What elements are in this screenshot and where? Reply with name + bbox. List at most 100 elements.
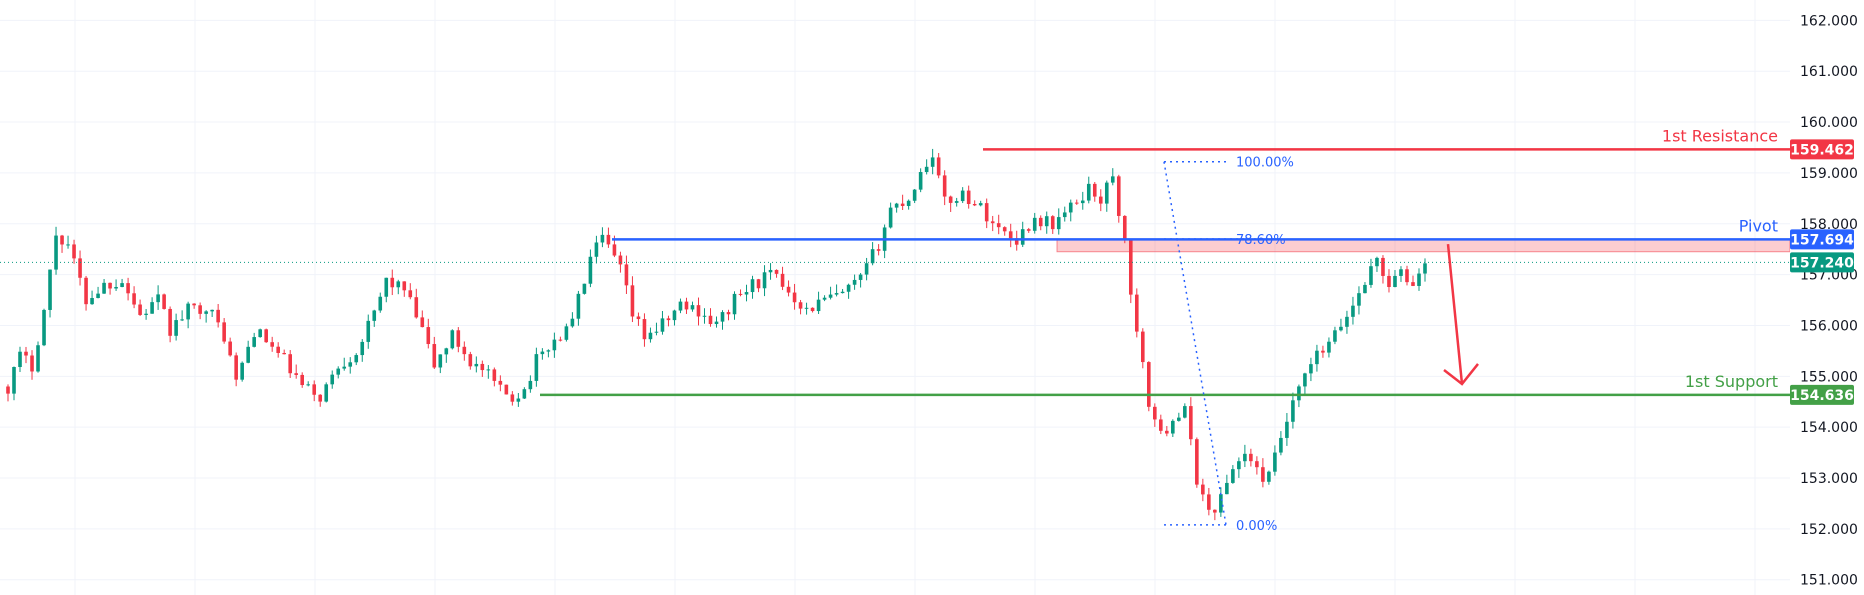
candle [588, 249, 593, 288]
candle-body [1237, 461, 1241, 470]
candle-body [246, 346, 250, 363]
candle [432, 336, 437, 370]
candle-body [708, 315, 713, 325]
level-badge-label: 157.694 [1790, 232, 1854, 248]
candle-body [1008, 231, 1013, 239]
candle [420, 310, 425, 328]
candle [1225, 474, 1229, 495]
candle-body [858, 274, 863, 280]
candle-body [1153, 406, 1157, 420]
candle-body [144, 313, 148, 315]
candle [1098, 189, 1103, 212]
candle-body [1261, 467, 1265, 482]
candle [276, 342, 280, 358]
candle [654, 322, 659, 336]
candle-body [156, 294, 160, 303]
candle-body [618, 255, 623, 265]
candle [642, 313, 647, 347]
candle [1315, 344, 1319, 372]
fib-label: 100.00% [1236, 156, 1294, 171]
candle-body [744, 292, 749, 295]
candle [138, 299, 142, 316]
candle-body [204, 311, 208, 314]
axis-background [1790, 0, 1864, 595]
candle [48, 269, 52, 318]
y-tick-label: 162.000 [1800, 13, 1858, 29]
candle-body [678, 301, 683, 311]
candle-body [1291, 400, 1295, 422]
candle [828, 286, 833, 300]
candle [672, 309, 677, 326]
candle-body [1201, 484, 1205, 495]
candle-body [1147, 362, 1151, 407]
candle-body [996, 223, 1001, 228]
candle-body [408, 290, 413, 298]
candle [516, 393, 521, 407]
candle [288, 350, 292, 378]
candle-body [1038, 217, 1043, 227]
candle [60, 234, 64, 253]
candle [114, 279, 118, 291]
candle [1387, 269, 1391, 293]
candle [402, 281, 407, 297]
candle [606, 227, 611, 248]
candle [492, 367, 497, 387]
candle [1062, 206, 1067, 222]
candle [1321, 345, 1325, 358]
level-badge [1790, 229, 1854, 250]
y-tick-label: 161.000 [1800, 64, 1858, 80]
y-tick-label: 151.000 [1800, 573, 1858, 589]
candle-body [396, 281, 401, 288]
candle-body [12, 367, 16, 394]
candle [348, 357, 353, 374]
candle [366, 314, 371, 349]
candle-body [120, 283, 124, 287]
candle [342, 357, 347, 371]
candle-body [666, 318, 671, 321]
candle [462, 341, 467, 361]
candle [570, 312, 575, 328]
candle-body [1393, 275, 1397, 288]
candle-body [1092, 183, 1097, 197]
candle-body [1363, 284, 1367, 294]
fib-trend-line [1163, 161, 1227, 525]
candle-body [342, 366, 347, 369]
candle [990, 215, 995, 232]
candle [756, 278, 761, 293]
candle-body [750, 279, 755, 293]
price-axis[interactable]: 151.000 152.000 153.000 154.000 155.000 156.0… [1790, 0, 1864, 595]
candle-body [984, 203, 989, 222]
candle [72, 239, 76, 264]
candle [42, 308, 46, 347]
candle-body [1116, 176, 1121, 216]
candle-body [228, 341, 232, 356]
candle [822, 295, 827, 302]
candle [24, 346, 28, 364]
candle [1333, 326, 1337, 345]
level-name: Pivot [1739, 216, 1778, 235]
candle-body [60, 235, 64, 245]
candle [1375, 256, 1379, 272]
candle-body [1141, 331, 1145, 363]
candle-body [900, 203, 905, 206]
candle [12, 366, 16, 401]
candle-body [912, 189, 917, 201]
candle-body [1219, 494, 1223, 513]
candle [834, 284, 839, 297]
candle [396, 279, 401, 295]
supply-zone [1056, 238, 1791, 253]
arrow-shaft[interactable] [1446, 243, 1464, 385]
candle [1147, 361, 1151, 412]
candle-body [792, 292, 797, 303]
candle-body [1171, 420, 1175, 434]
candle [1086, 176, 1091, 204]
candle-body [594, 242, 599, 257]
candle-body [1134, 294, 1139, 332]
candle [594, 235, 599, 264]
candle-body [276, 346, 280, 353]
candle [876, 244, 881, 256]
candle [744, 284, 749, 302]
candle [966, 185, 971, 209]
